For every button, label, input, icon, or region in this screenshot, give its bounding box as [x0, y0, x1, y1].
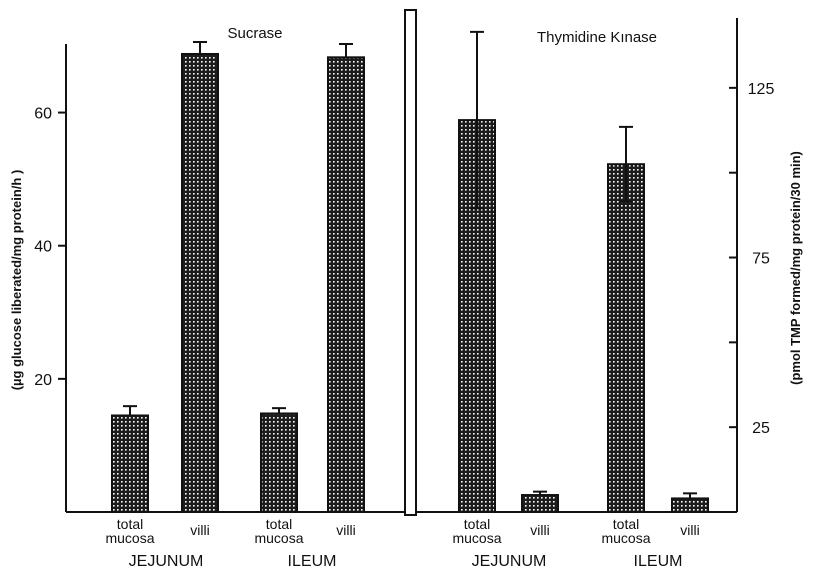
y-tick-label: 125 [748, 81, 775, 98]
category-label: total [117, 516, 143, 532]
category-label: villi [680, 522, 699, 538]
category-label: villi [190, 522, 209, 538]
category-label: mucosa [105, 530, 154, 546]
category-label: total [613, 516, 639, 532]
sucrase-y-axis-label: (µg glucose liberated/mg protein/h ) [9, 170, 24, 391]
category-label: total [464, 516, 490, 532]
category-label: mucosa [601, 530, 650, 546]
category-label: villi [530, 522, 549, 538]
bar [327, 56, 365, 514]
panel-divider [404, 9, 417, 516]
group-label: ILEUM [634, 553, 683, 570]
category-label: villi [336, 522, 355, 538]
bar [181, 52, 219, 513]
bar [671, 497, 709, 513]
y-tick-label: 20 [34, 372, 52, 389]
category-label: mucosa [254, 530, 303, 546]
bar [607, 163, 645, 513]
bar [111, 414, 149, 514]
y-tick-label: 25 [752, 420, 770, 437]
y-tick-label: 75 [752, 251, 770, 268]
y-tick-label: 40 [34, 239, 52, 256]
category-label: mucosa [452, 530, 501, 546]
sucrase-panel: Sucrase (µg glucose liberated/mg protein… [9, 25, 405, 570]
group-label: JEJUNUM [129, 553, 204, 570]
sucrase-title: Sucrase [227, 25, 282, 42]
bar [521, 494, 559, 514]
group-label: ILEUM [288, 553, 337, 570]
bar [260, 412, 298, 513]
group-label: JEJUNUM [472, 553, 547, 570]
thymidine-kinase-panel: Thymidine Kınase (pmol TMP formed/mg pro… [416, 18, 803, 570]
thymidine-kinase-title: Thymidine Kınase [537, 29, 657, 46]
category-label: total [266, 516, 292, 532]
y-tick-label: 60 [34, 106, 52, 123]
thymidine-kinase-y-axis-label: (pmol TMP formed/mg protein/30 min) [788, 151, 803, 385]
